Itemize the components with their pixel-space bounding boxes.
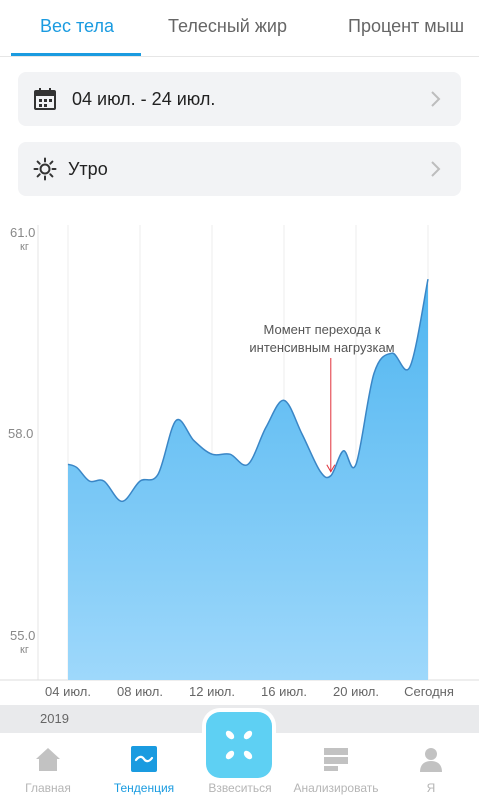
annotation-line-1: Момент перехода к <box>264 322 381 337</box>
y-tick-label: 61.0 <box>10 225 35 240</box>
time-of-day-selector[interactable]: Утро <box>18 142 461 196</box>
profile-icon <box>420 748 442 772</box>
nav-analyze[interactable]: Анализировать <box>288 733 384 800</box>
analyze-icon <box>324 748 348 771</box>
y-tick-label: 55.0 <box>10 628 35 643</box>
nav-profile[interactable]: Я <box>383 733 479 800</box>
nav-weigh-label: Взвеситься <box>208 781 272 795</box>
year-label: 2019 <box>40 711 69 726</box>
metric-tabs: Вес тела Телесный жир Процент мыш <box>0 0 479 57</box>
weight-area <box>68 279 428 680</box>
chevron-right-icon <box>431 91 441 107</box>
weight-line <box>67 278 429 503</box>
date-range-selector[interactable]: 04 июл. - 24 июл. <box>18 72 461 126</box>
trend-icon <box>131 746 157 772</box>
x-tick-label: Сегодня <box>404 684 454 699</box>
active-tab-indicator <box>11 53 141 56</box>
sun-icon <box>32 156 58 182</box>
nav-analyze-label: Анализировать <box>293 781 379 795</box>
weigh-button[interactable] <box>206 712 272 778</box>
tab-muscle-percent[interactable]: Процент мыш <box>348 16 465 36</box>
x-tick-label: 08 июл. <box>117 684 163 699</box>
x-tick-label: 12 июл. <box>189 684 235 699</box>
annotation-arrow-icon <box>326 464 336 473</box>
nav-home-label: Главная <box>25 781 71 795</box>
y-tick-label: 58.0 <box>8 426 33 441</box>
chevron-right-icon <box>431 161 441 177</box>
weight-trend-chart: Момент перехода к интенсивным нагрузкам … <box>0 225 479 699</box>
annotation-line-2: интенсивным нагрузкам <box>249 340 394 355</box>
nav-home[interactable]: Главная <box>0 733 96 800</box>
x-tick-label: 16 июл. <box>261 684 307 699</box>
scale-icon <box>225 730 253 760</box>
nav-trend[interactable]: Тенденция <box>96 733 192 800</box>
x-tick-label: 04 июл. <box>45 684 91 699</box>
tab-body-fat[interactable]: Телесный жир <box>168 16 287 36</box>
date-range-label: 04 июл. - 24 июл. <box>72 88 216 109</box>
x-tick-label: 20 июл. <box>333 684 379 699</box>
nav-trend-label: Тенденция <box>113 781 175 795</box>
home-icon <box>36 748 60 771</box>
time-of-day-label: Утро <box>68 158 108 179</box>
calendar-icon <box>32 86 58 112</box>
y-tick-unit: кг <box>20 241 29 253</box>
y-tick-unit: кг <box>20 644 29 656</box>
nav-profile-label: Я <box>426 781 436 795</box>
nav-weigh[interactable]: Взвеситься <box>192 733 288 800</box>
tab-body-weight[interactable]: Вес тела <box>40 16 114 36</box>
